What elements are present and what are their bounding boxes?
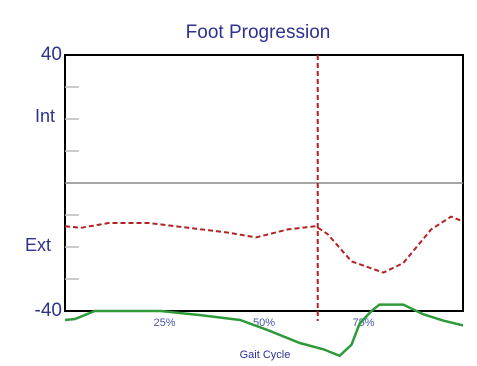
y-tick-label: -40	[35, 300, 62, 321]
annotation: Int	[35, 106, 55, 126]
series-line	[64, 215, 464, 274]
annotation: Ext	[25, 235, 51, 255]
series-line	[64, 303, 464, 358]
chart-title: Foot Progression	[186, 22, 331, 43]
x-tick-label: 25%	[153, 317, 175, 329]
y-tick-label: 40	[41, 44, 62, 65]
x-axis-label: Gait Cycle	[240, 349, 291, 361]
